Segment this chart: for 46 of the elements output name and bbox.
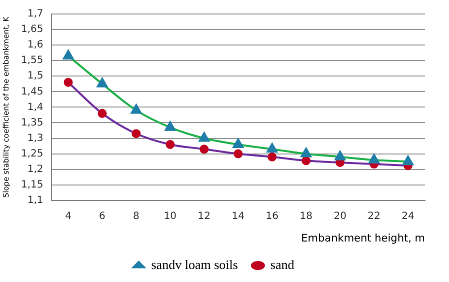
x-tick-label: 10 — [164, 210, 177, 222]
point — [368, 154, 380, 164]
point — [232, 138, 244, 148]
x-tick-label: 20 — [334, 210, 346, 222]
y-tick-label: 1,4 — [27, 102, 44, 113]
y-tick-label: 1,65 — [21, 24, 44, 36]
y-tick-label: 1,45 — [21, 86, 44, 98]
x-tick-label: 16 — [266, 210, 278, 222]
x-tick-label: 14 — [232, 210, 244, 222]
point — [166, 140, 175, 149]
x-tick-label: 12 — [198, 210, 211, 222]
point — [200, 144, 209, 154]
x-tick-label: 22 — [368, 210, 380, 222]
y-tick-label: 1,25 — [21, 148, 44, 160]
y-tick-label: 1,2 — [27, 164, 44, 175]
x-tick-label: 18 — [300, 210, 312, 222]
point — [96, 78, 108, 88]
x-tick-label: 6 — [99, 210, 106, 222]
x-axis-title: Embankment height, m — [301, 232, 425, 244]
point — [198, 132, 210, 142]
y-tick-label: 1,7 — [27, 8, 44, 20]
x-tick-label: 24 — [402, 210, 414, 222]
point — [302, 156, 311, 166]
point — [98, 108, 107, 118]
y-tick-label: 1,1 — [27, 194, 44, 206]
y-tick-label: 1,6 — [27, 40, 44, 51]
y-tick-label: 1,15 — [21, 179, 44, 190]
x-tick-label: 4 — [65, 210, 72, 222]
point — [300, 148, 312, 158]
x-tick-label: 8 — [133, 210, 140, 222]
point — [266, 143, 278, 153]
y-tick-label: 1,55 — [21, 55, 44, 66]
y-tick-label: 1,3 — [27, 132, 44, 144]
point — [234, 149, 243, 158]
legend-label: sandv loam soils — [151, 256, 238, 272]
point — [334, 150, 346, 160]
point — [164, 121, 176, 131]
y-tick-label: 1,35 — [21, 117, 44, 128]
legend-label: sand — [270, 256, 295, 272]
point — [402, 156, 414, 166]
y-tick-label: 1,5 — [27, 70, 44, 82]
point — [62, 50, 74, 60]
point — [130, 104, 142, 114]
point — [268, 152, 277, 162]
point — [132, 129, 141, 138]
point — [64, 78, 73, 87]
